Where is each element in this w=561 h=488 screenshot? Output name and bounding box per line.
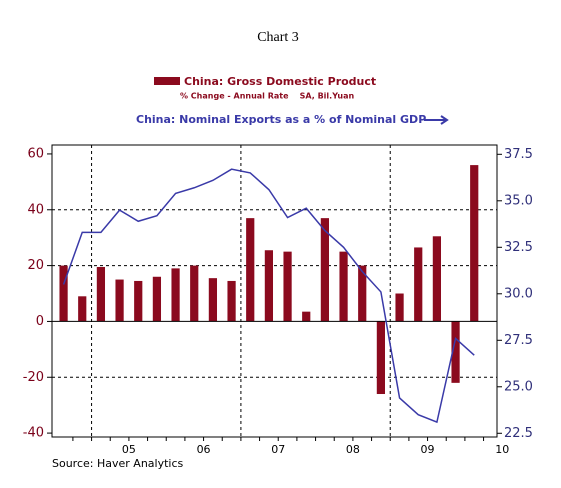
- bar: [320, 218, 330, 322]
- bar: [264, 250, 274, 322]
- x-tick-label: 08: [346, 443, 360, 456]
- bar: [190, 265, 199, 322]
- legend-label: China: Gross Domestic Product: [184, 75, 376, 88]
- bar: [414, 247, 423, 322]
- y-tick-label: 20: [27, 258, 44, 273]
- x-tick-label: 09: [421, 443, 435, 456]
- y2-tick-label: 27.5: [504, 333, 533, 348]
- bar: [339, 251, 348, 322]
- bar: [358, 265, 367, 322]
- bar: [246, 218, 255, 322]
- source: Source: Haver Analytics: [52, 457, 184, 470]
- x-tick-label: 06: [197, 443, 211, 456]
- bar: [283, 251, 292, 322]
- bar: [78, 296, 87, 322]
- x-tick-label: 07: [271, 443, 285, 456]
- bar: [451, 321, 460, 383]
- y-tick-label: 60: [27, 146, 44, 161]
- y2-tick-label: 35.0: [504, 193, 533, 208]
- y2-tick-label: 30.0: [504, 286, 533, 301]
- chart-title: Chart 3: [257, 30, 299, 45]
- y-tick-label: 40: [27, 202, 44, 217]
- bar: [134, 280, 143, 322]
- y-tick-label: -40: [23, 426, 44, 441]
- y2-tick-label: 22.5: [504, 426, 533, 441]
- y2-tick-label: 32.5: [504, 240, 533, 255]
- x-tick-label: 10: [495, 443, 509, 456]
- y-tick-label: 0: [36, 314, 44, 329]
- legend-arrow: [440, 115, 449, 125]
- bar: [395, 293, 404, 322]
- bar: [227, 280, 236, 322]
- bar: [302, 311, 311, 322]
- bar: [59, 265, 68, 322]
- plot-frame: [51, 144, 498, 438]
- legend-subtitle: % Change - Annual Rate SA, Bil.Yuan: [180, 92, 355, 101]
- y2-tick-label: 25.0: [504, 379, 533, 394]
- line: [62, 168, 475, 424]
- legend-label: China: Nominal Exports as a % of Nominal…: [136, 113, 426, 126]
- bar: [152, 276, 162, 322]
- bar: [376, 321, 386, 395]
- legend-swatch: [154, 77, 180, 85]
- bar: [432, 236, 442, 322]
- bar: [171, 268, 180, 322]
- y2-tick-label: 37.5: [504, 147, 533, 162]
- x-tick-label: 05: [122, 443, 136, 456]
- bar: [96, 266, 106, 322]
- bar: [208, 278, 218, 322]
- bar: [470, 165, 479, 322]
- bar: [115, 279, 124, 322]
- y-tick-label: -20: [23, 370, 44, 385]
